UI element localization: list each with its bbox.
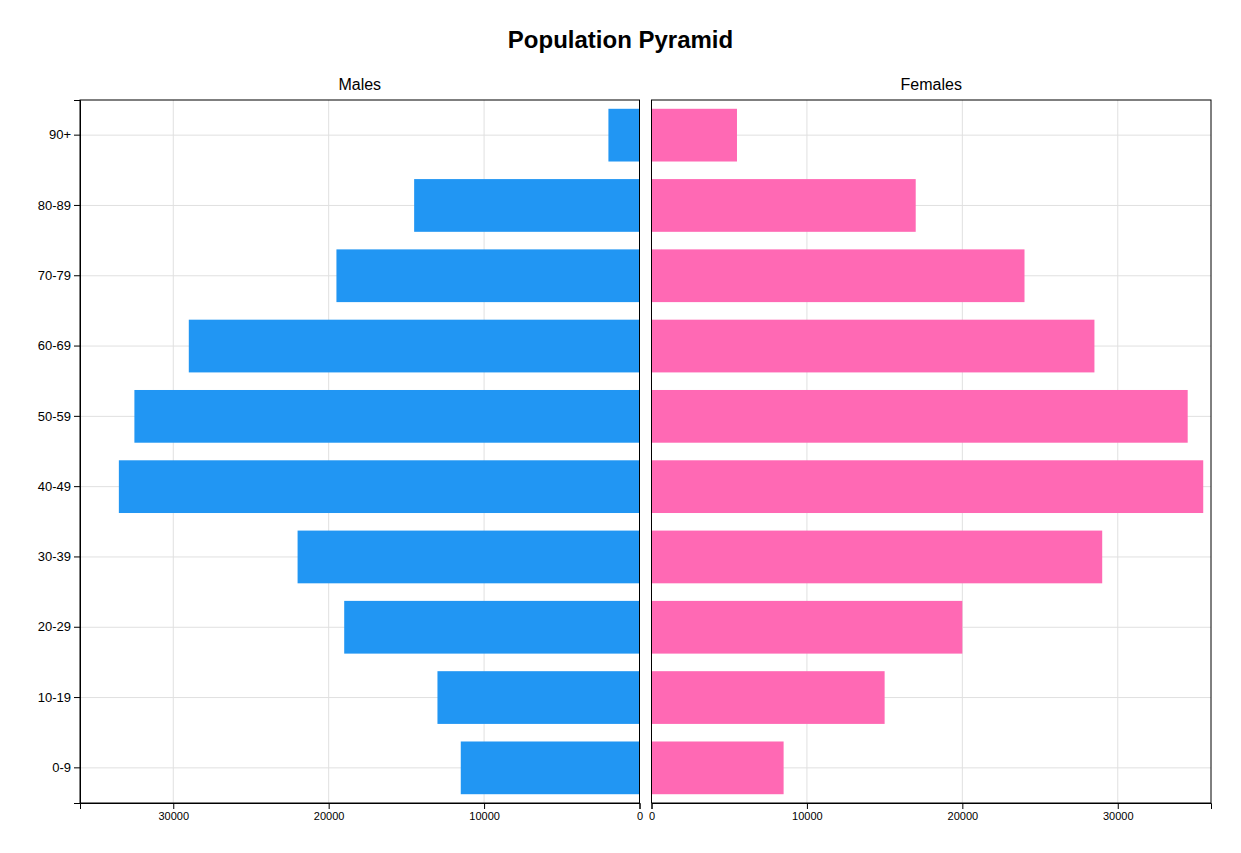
y-tick-mark	[74, 346, 80, 347]
y-tick-mark	[74, 205, 80, 206]
panel-title: Males	[338, 76, 381, 93]
y-tick: 80-89	[38, 198, 80, 213]
x-tick: 10000	[792, 803, 823, 822]
y-tick-label: 10-19	[38, 690, 71, 705]
x-tick-mark	[1118, 803, 1119, 809]
x-tick-mark	[640, 803, 641, 809]
bar	[652, 179, 916, 232]
bar	[652, 109, 737, 162]
bar	[119, 460, 640, 513]
y-tick-mark	[74, 486, 80, 487]
y-tick: 70-79	[38, 268, 80, 283]
grid	[80, 100, 640, 803]
x-tick: 20000	[314, 803, 345, 822]
bars	[652, 109, 1204, 794]
bar	[652, 601, 963, 654]
y-tick: 90+	[49, 127, 80, 142]
bar	[344, 601, 639, 654]
bar	[652, 531, 1103, 584]
chart: Population Pyramid 30000 20000 10000 0 0-9 10-…	[0, 0, 1241, 853]
bar	[461, 741, 640, 794]
x-tick-mark	[962, 803, 963, 809]
x-tick: 0	[649, 803, 655, 822]
y-axis: 0-9 10-19 20-29 30-39 40-49 50-59 60-69 70-79 80…	[38, 101, 81, 804]
bar	[414, 179, 639, 232]
bar	[652, 249, 1025, 302]
x-tick: 10000	[469, 803, 500, 822]
bar	[652, 390, 1188, 443]
bar	[189, 320, 640, 373]
y-tick: 50-59	[38, 409, 80, 424]
x-tick-label: 20000	[948, 810, 979, 822]
y-tick: 0-9	[52, 760, 80, 775]
bar	[652, 320, 1095, 373]
x-axis-line	[652, 804, 1212, 810]
x-tick-mark	[484, 803, 485, 809]
bar	[336, 249, 639, 302]
y-tick-mark	[74, 627, 80, 628]
plot-frame	[80, 100, 640, 803]
grid	[652, 100, 1212, 803]
y-tick-label: 20-29	[38, 619, 71, 634]
plot-area	[652, 100, 1212, 803]
x-axis-line	[81, 804, 641, 810]
y-tick-label: 50-59	[38, 409, 71, 424]
y-tick-mark	[74, 416, 80, 417]
y-tick-label: 80-89	[38, 198, 71, 213]
y-tick: 30-39	[38, 549, 80, 564]
chart-title: Population Pyramid	[508, 26, 733, 53]
bar	[652, 460, 1204, 513]
plot-frame	[652, 100, 1212, 803]
bar	[134, 390, 639, 443]
x-tick-mark	[652, 803, 653, 809]
y-tick-mark	[74, 135, 80, 136]
x-tick: 30000	[1103, 803, 1134, 822]
bar	[652, 741, 784, 794]
x-tick-label: 10000	[792, 810, 823, 822]
x-tick: 30000	[158, 803, 189, 822]
x-tick-label: 10000	[469, 810, 500, 822]
bar	[298, 531, 640, 584]
bar	[652, 671, 885, 724]
panel: 0 10000 20000 30000 Females	[649, 76, 1212, 822]
y-tick-mark	[74, 697, 80, 698]
x-tick-mark	[807, 803, 808, 809]
x-axis: 0 10000 20000 30000	[649, 803, 1212, 822]
y-tick-label: 70-79	[38, 268, 71, 283]
panel-title: Females	[901, 76, 962, 93]
y-tick-mark	[74, 275, 80, 276]
y-tick-mark	[74, 556, 80, 557]
bar	[608, 109, 639, 162]
x-tick: 20000	[948, 803, 979, 822]
y-tick: 20-29	[38, 619, 80, 634]
y-axis-line	[74, 101, 81, 804]
bars	[119, 109, 640, 794]
x-tick-label: 30000	[158, 810, 189, 822]
x-tick-label: 30000	[1103, 810, 1134, 822]
y-tick: 40-49	[38, 479, 80, 494]
y-tick-label: 0-9	[52, 760, 71, 775]
y-tick-label: 30-39	[38, 549, 71, 564]
bar	[437, 671, 639, 724]
x-tick-label: 20000	[314, 810, 345, 822]
x-tick-label: 0	[649, 810, 655, 822]
y-tick: 60-69	[38, 338, 80, 353]
panel: 30000 20000 10000 0 0-9 10-19 20-29 30-39 40-49 5…	[38, 76, 643, 822]
y-tick-label: 60-69	[38, 338, 71, 353]
y-tick-label: 40-49	[38, 479, 71, 494]
x-tick-label: 0	[637, 810, 643, 822]
x-tick: 0	[637, 803, 643, 822]
y-tick: 10-19	[38, 690, 80, 705]
grid-line-y	[80, 135, 640, 136]
y-tick-label: 90+	[49, 127, 71, 142]
x-tick-mark	[173, 803, 174, 809]
x-tick-mark	[329, 803, 330, 809]
plot-area	[80, 100, 640, 803]
y-tick-mark	[74, 767, 80, 768]
x-axis: 30000 20000 10000 0	[81, 803, 644, 822]
